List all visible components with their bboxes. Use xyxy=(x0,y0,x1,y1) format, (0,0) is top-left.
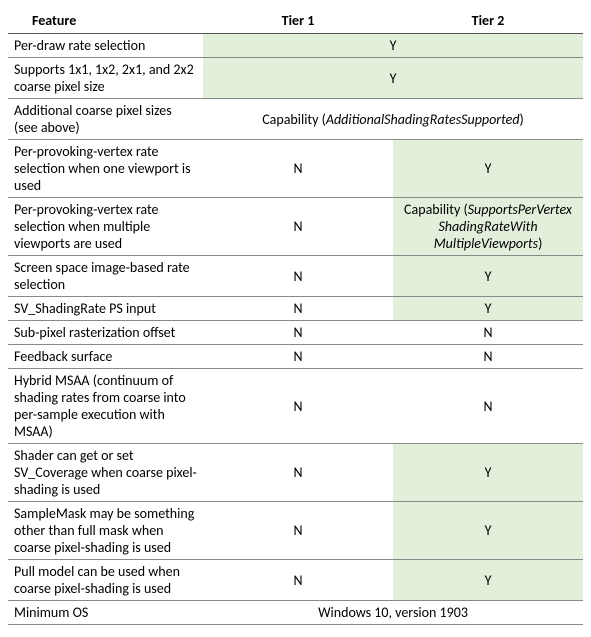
feature-cell: SV_ShadingRate PS input xyxy=(8,297,203,321)
table-row: Hybrid MSAA (continuum of shading rates … xyxy=(8,369,583,444)
tier1-cell: N xyxy=(203,345,393,369)
feature-cell: Minimum OS xyxy=(8,601,203,625)
table-row: Per-provoking-vertex rate selection when… xyxy=(8,198,583,256)
feature-cell: Hybrid MSAA (continuum of shading rates … xyxy=(8,369,203,444)
tier1-cell: N xyxy=(203,444,393,502)
table-row: Per-draw rate selectionY xyxy=(8,34,583,58)
tier1-cell: N xyxy=(203,256,393,297)
merged-cell: Y xyxy=(203,58,583,99)
cap-italic: AdditionalShadingRatesSupported xyxy=(326,111,520,128)
tier2-cell: Y xyxy=(393,297,583,321)
header-tier2: Tier 2 xyxy=(393,8,583,34)
cap-prefix: Capability ( xyxy=(404,201,468,218)
cap-italic-line: SupportsPerVertex xyxy=(468,201,572,218)
table-row: Screen space image-based rate selectionN… xyxy=(8,256,583,297)
tier2-cell: Y xyxy=(393,256,583,297)
table-row: Supports 1x1, 1x2, 2x1, and 2x2 coarse p… xyxy=(8,58,583,99)
tier1-cell: N xyxy=(203,560,393,601)
tier1-cell: N xyxy=(203,198,393,256)
feature-cell: SampleMask may be something other than f… xyxy=(8,502,203,560)
table-row: Pull model can be used when coarse pixel… xyxy=(8,560,583,601)
table-row: Additional coarse pixel sizes (see above… xyxy=(8,99,583,140)
cap-italic-line: MultipleViewports xyxy=(434,235,538,252)
feature-cell: Screen space image-based rate selection xyxy=(8,256,203,297)
cap-italic-line: ShadingRateWith xyxy=(438,218,537,235)
cap-suffix: ) xyxy=(538,235,542,252)
table-row: Shader can get or set SV_Coverage when c… xyxy=(8,444,583,502)
tier2-cell: Y xyxy=(393,140,583,198)
tier1-cell: N xyxy=(203,369,393,444)
cap-suffix: ) xyxy=(520,111,524,128)
header-tier1: Tier 1 xyxy=(203,8,393,34)
table-row: Sub-pixel rasterization offsetNN xyxy=(8,321,583,345)
merged-cell: Y xyxy=(203,34,583,58)
table-row: Feedback surfaceNN xyxy=(8,345,583,369)
table-body: Per-draw rate selectionYSupports 1x1, 1x… xyxy=(8,34,583,625)
merged-cell: Windows 10, version 1903 xyxy=(203,601,583,625)
feature-cell: Supports 1x1, 1x2, 2x1, and 2x2 coarse p… xyxy=(8,58,203,99)
cap-prefix: Capability ( xyxy=(262,111,326,128)
tier2-cell: N xyxy=(393,345,583,369)
feature-cell: Pull model can be used when coarse pixel… xyxy=(8,560,203,601)
table-row: Per-provoking-vertex rate selection when… xyxy=(8,140,583,198)
tier1-cell: N xyxy=(203,502,393,560)
tier1-cell: N xyxy=(203,140,393,198)
tier1-cell: N xyxy=(203,321,393,345)
tier1-cell: N xyxy=(203,297,393,321)
feature-tier-table: Feature Tier 1 Tier 2 Per-draw rate sele… xyxy=(8,8,583,625)
merged-cell: Capability (AdditionalShadingRatesSuppor… xyxy=(203,99,583,140)
feature-cell: Per-draw rate selection xyxy=(8,34,203,58)
tier2-cell: Y xyxy=(393,444,583,502)
table-row: Minimum OSWindows 10, version 1903 xyxy=(8,601,583,625)
header-row: Feature Tier 1 Tier 2 xyxy=(8,8,583,34)
tier2-cell: N xyxy=(393,369,583,444)
feature-cell: Per-provoking-vertex rate selection when… xyxy=(8,198,203,256)
feature-cell: Per-provoking-vertex rate selection when… xyxy=(8,140,203,198)
feature-cell: Feedback surface xyxy=(8,345,203,369)
tier2-cell: Capability (SupportsPerVertexShadingRate… xyxy=(393,198,583,256)
table-row: SampleMask may be something other than f… xyxy=(8,502,583,560)
feature-cell: Sub-pixel rasterization offset xyxy=(8,321,203,345)
tier2-cell: Y xyxy=(393,560,583,601)
table-row: SV_ShadingRate PS inputNY xyxy=(8,297,583,321)
tier2-cell: Y xyxy=(393,502,583,560)
feature-cell: Additional coarse pixel sizes (see above… xyxy=(8,99,203,140)
header-feature: Feature xyxy=(8,8,203,34)
tier2-cell: N xyxy=(393,321,583,345)
feature-cell: Shader can get or set SV_Coverage when c… xyxy=(8,444,203,502)
